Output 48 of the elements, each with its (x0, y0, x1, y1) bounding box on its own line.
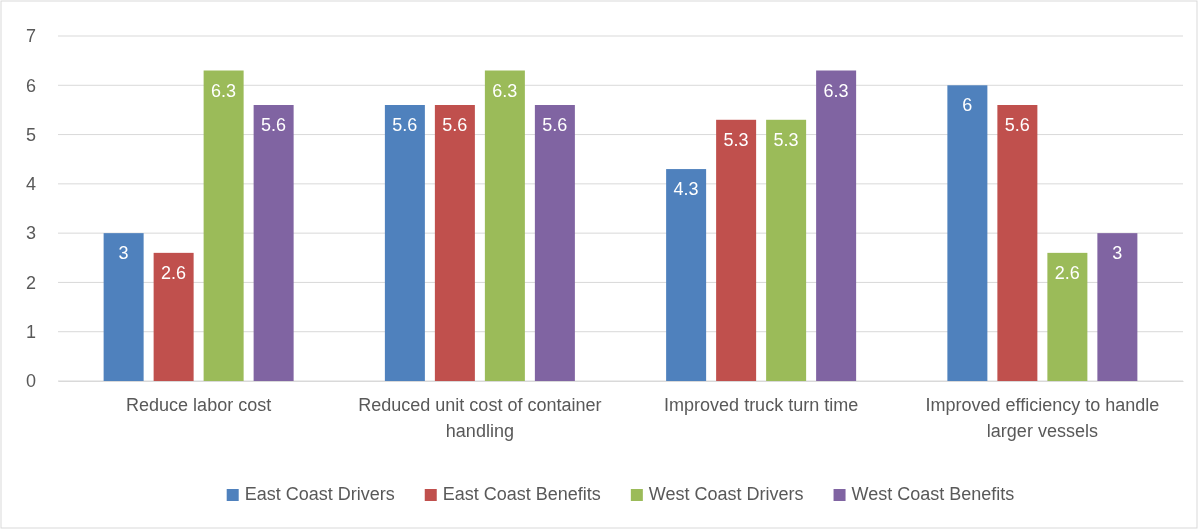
y-tick-label: 1 (25, 321, 36, 342)
y-tick-label: 7 (25, 26, 36, 47)
legend-label: East Coast Benefits (442, 484, 601, 504)
data-label: 3 (1112, 243, 1123, 264)
bar (434, 105, 475, 381)
x-tick-label: Reduced unit cost of container handling (358, 395, 602, 441)
bar (666, 169, 707, 381)
x-tick-label: Improved truck turn time (664, 395, 859, 415)
bar (997, 105, 1038, 381)
data-label: 5.6 (1004, 115, 1030, 135)
bar (253, 105, 294, 381)
data-label: 5.6 (542, 115, 568, 135)
bar (384, 105, 425, 381)
bar (1097, 233, 1138, 381)
data-label: 5.6 (442, 115, 468, 135)
data-label: 2.6 (161, 262, 187, 283)
data-label: 4.3 (673, 179, 699, 200)
y-tick-label: 2 (25, 272, 36, 293)
bar (716, 119, 757, 381)
legend-label: East Coast Drivers (244, 484, 395, 504)
data-label: 6.3 (823, 80, 849, 101)
y-tick-label: 5 (25, 124, 36, 145)
bar (766, 119, 807, 381)
bar (103, 233, 144, 381)
data-label: 5.6 (261, 115, 287, 135)
data-label: 3 (118, 243, 129, 264)
legend-label: West Coast Drivers (648, 484, 804, 504)
y-tick-label: 4 (25, 174, 36, 195)
bar (816, 70, 857, 381)
data-label: 6 (962, 95, 973, 116)
bar (203, 70, 244, 381)
bar (484, 70, 525, 381)
bar (1047, 252, 1088, 381)
data-label: 5.6 (392, 115, 418, 135)
data-label: 2.6 (1054, 262, 1080, 283)
bar (153, 252, 194, 381)
bar (534, 105, 575, 381)
y-tick-label: 0 (25, 371, 36, 392)
data-label: 6.3 (211, 80, 237, 101)
bar (947, 85, 988, 381)
data-label: 5.3 (773, 129, 799, 150)
y-tick-label: 3 (25, 223, 36, 244)
x-tick-label: Improved efficiency to handle larger vessels (925, 395, 1160, 441)
legend-label: West Coast Benefits (851, 484, 1015, 504)
y-tick-label: 6 (25, 75, 36, 96)
data-label: 6.3 (492, 80, 518, 101)
x-tick-label: Reduce labor cost (126, 395, 272, 415)
data-label: 5.3 (723, 129, 749, 150)
